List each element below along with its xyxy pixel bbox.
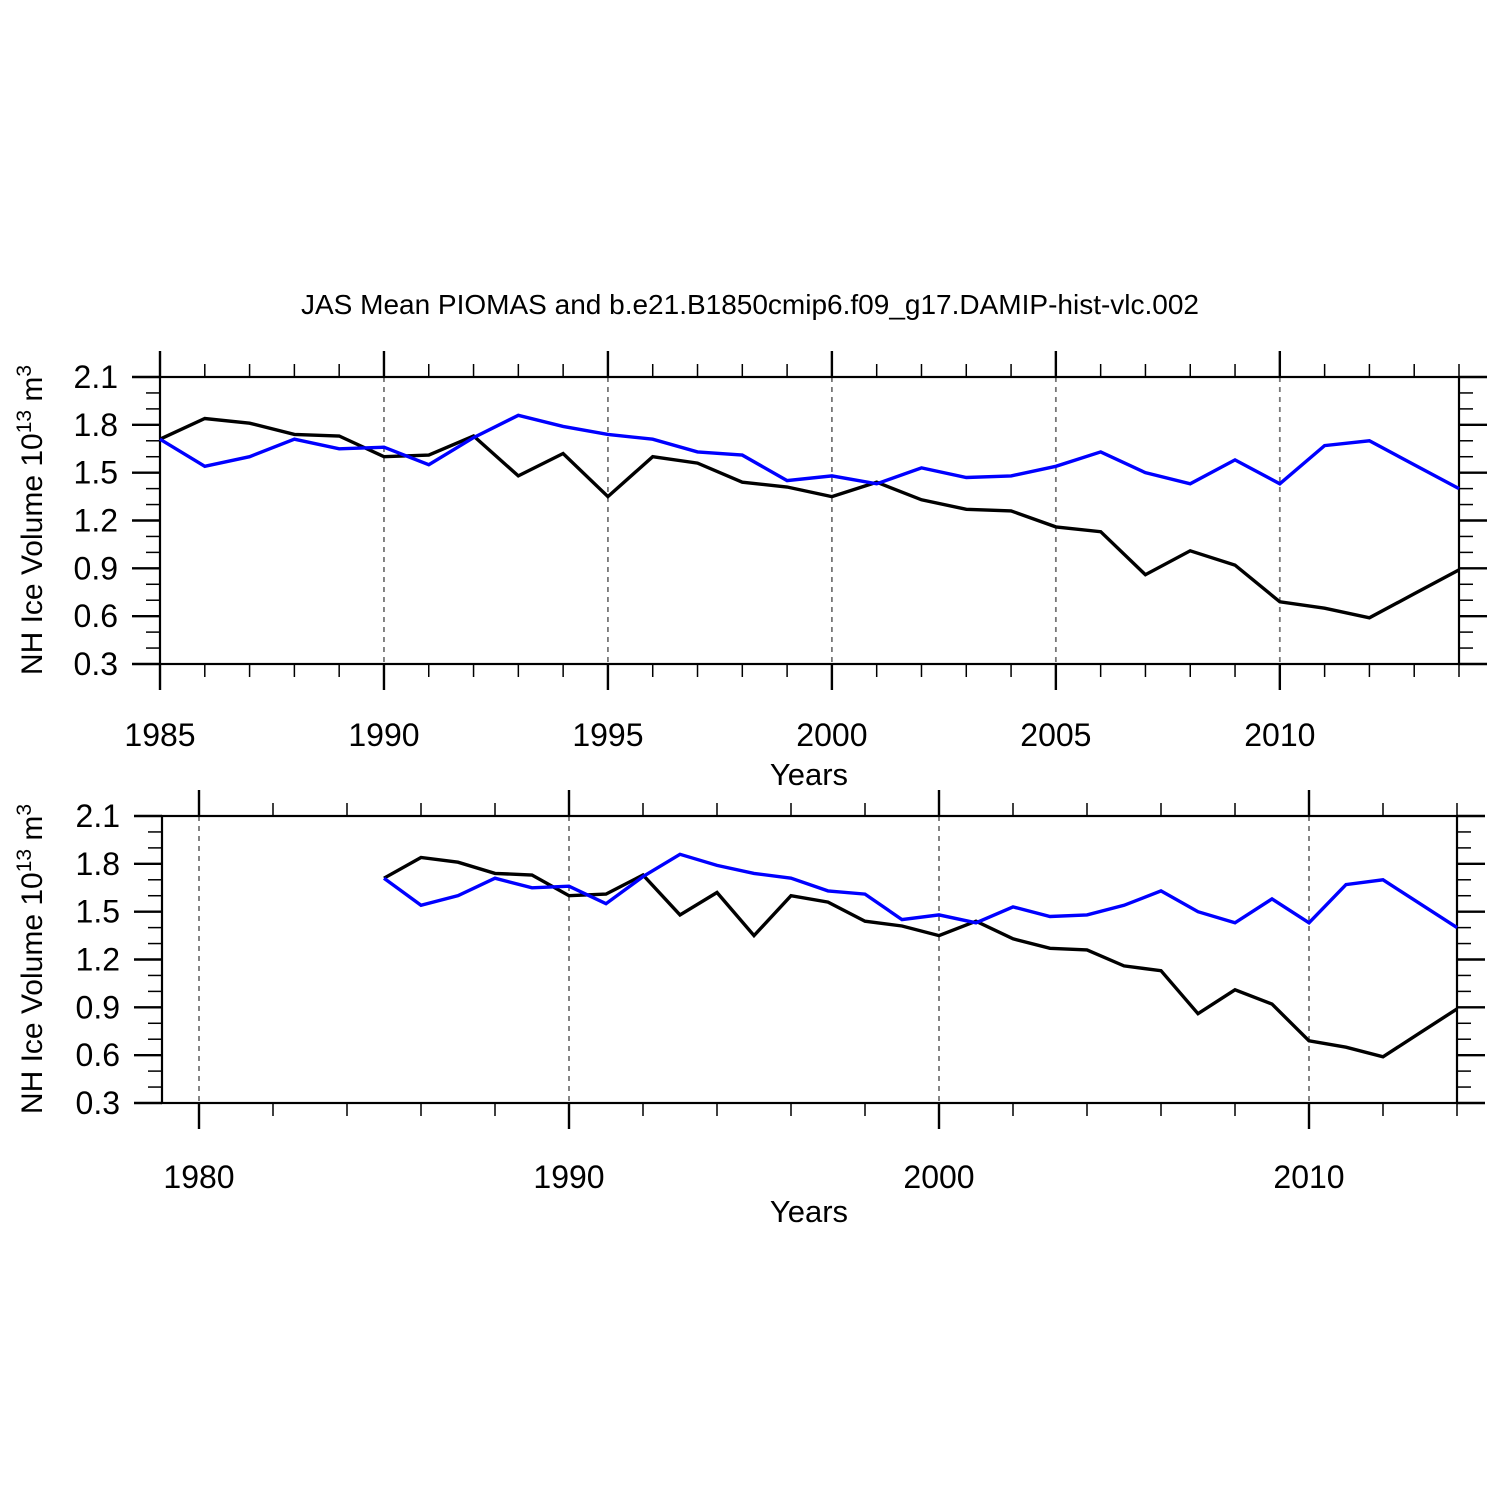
bottom-plot-frame: [160, 814, 1459, 1105]
y-axis-title-unit: m: [16, 816, 49, 849]
y-axis-title-superscript-13: 13: [13, 410, 36, 433]
series-line-model: [159, 413, 1460, 491]
y-tick-label-0.9: 0.9: [76, 989, 120, 1025]
y-tick-label-0.3: 0.3: [76, 1085, 120, 1121]
series-line-model: [382, 852, 1458, 930]
x-tick-label-2000: 2000: [796, 717, 867, 753]
y-tick-label-0.9: 0.9: [74, 550, 118, 586]
x-tick-label-2005: 2005: [1020, 717, 1091, 753]
top-panel-y-axis-title: NH Ice Volume 1013 m3: [13, 365, 49, 675]
y-tick-label-1.8: 1.8: [76, 846, 120, 882]
top-panel: 0.3 0.6 0.9 1.2 1.5 1.8 2.1 1985 1990 1995 2000 200…: [74, 351, 1487, 753]
y-tick-label-2.1: 2.1: [76, 798, 120, 834]
x-tick-label-1995: 1995: [572, 717, 643, 753]
x-tick-label-1990: 1990: [348, 717, 419, 753]
y-axis-title-superscript-3: 3: [13, 804, 36, 816]
y-axis-title-text: NH Ice Volume 10: [16, 433, 49, 675]
y-tick-label-0.6: 0.6: [74, 598, 118, 634]
y-tick-label-1.2: 1.2: [74, 503, 118, 539]
series-line-piomas: [159, 416, 1460, 620]
y-tick-label-0.3: 0.3: [74, 646, 118, 682]
x-tick-label-2010: 2010: [1244, 717, 1315, 753]
y-axis-title-superscript-13: 13: [13, 849, 36, 872]
y-axis-title-text: NH Ice Volume 10: [16, 872, 49, 1114]
y-axis-title-unit: m: [16, 377, 49, 410]
y-tick-label-1.5: 1.5: [76, 894, 120, 930]
bottom-panel: 0.3 0.6 0.9 1.2 1.5 1.8 2.1 1980 1990 2000 2010: [76, 790, 1485, 1195]
x-tick-label-1990: 1990: [533, 1159, 604, 1195]
bottom-panel-x-axis-title: Years: [770, 1194, 848, 1229]
y-tick-label-2.1: 2.1: [74, 359, 118, 395]
chart-title: JAS Mean PIOMAS and b.e21.B1850cmip6.f09…: [301, 289, 1199, 320]
x-tick-label-2000: 2000: [903, 1159, 974, 1195]
x-tick-label-1980: 1980: [163, 1159, 234, 1195]
bottom-panel-y-axis-title: NH Ice Volume 1013 m3: [13, 804, 49, 1114]
x-tick-label-2010: 2010: [1273, 1159, 1344, 1195]
y-tick-label-1.8: 1.8: [74, 407, 118, 443]
top-panel-x-axis-title: Years: [770, 757, 848, 792]
y-tick-label-0.6: 0.6: [76, 1037, 120, 1073]
y-axis-title-superscript-3: 3: [13, 365, 36, 377]
x-tick-label-1985: 1985: [124, 717, 195, 753]
y-tick-label-1.5: 1.5: [74, 455, 118, 491]
top-plot-frame: [158, 375, 1461, 666]
y-tick-label-1.2: 1.2: [76, 942, 120, 978]
series-line-piomas: [383, 855, 1458, 1059]
